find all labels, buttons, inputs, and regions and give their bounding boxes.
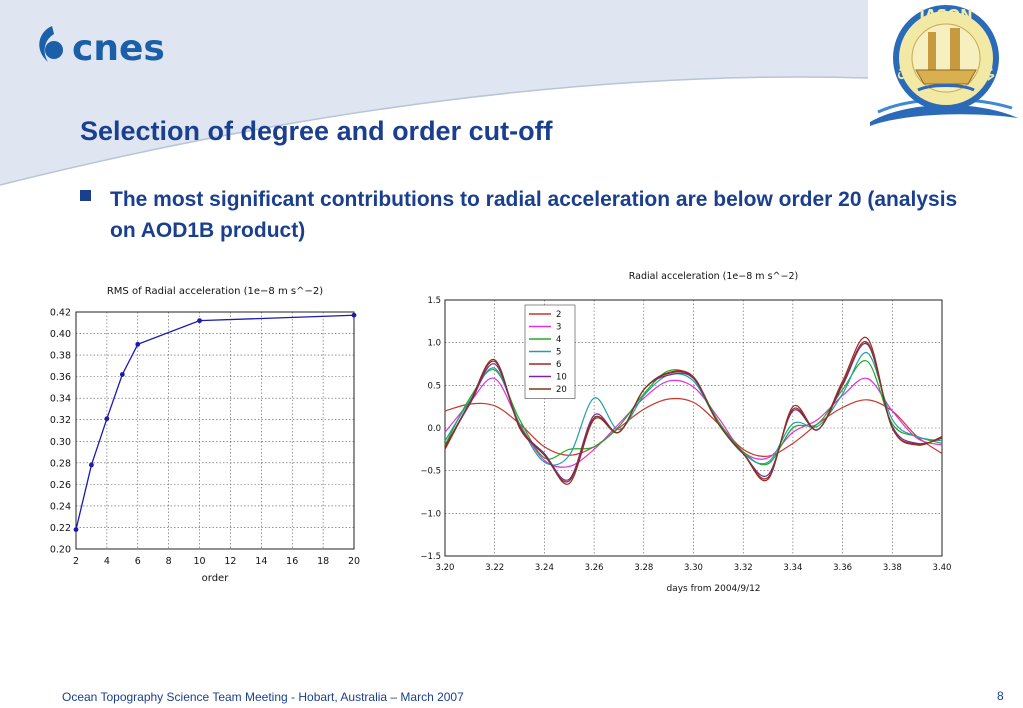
jason-logo-text: JASON: [918, 6, 972, 24]
bullet-square-icon: [80, 190, 91, 201]
x-tick-label: 3.40: [933, 563, 952, 573]
cnes-logo-text: cnes: [72, 28, 165, 69]
y-tick-label: 0.5: [427, 381, 441, 391]
x-tick-label: 3.28: [634, 563, 653, 573]
x-axis-label: days from 2004/9/12: [666, 584, 760, 594]
page-number: 8: [997, 689, 1004, 703]
legend-label: 10: [556, 373, 567, 383]
y-tick-label: 0.30: [50, 437, 71, 448]
x-tick-label: 8: [166, 556, 172, 567]
footer-text: Ocean Topography Science Team Meeting - …: [62, 690, 464, 704]
cnes-logo: cnes: [32, 22, 192, 70]
rms-chart: RMS of Radial acceleration (1e−8 m s^−2)…: [36, 278, 366, 588]
slide-title: Selection of degree and order cut-off: [80, 116, 553, 146]
y-tick-label: 0.36: [50, 372, 71, 383]
y-tick-label: 0.0: [427, 424, 441, 434]
legend-label: 20: [556, 385, 567, 395]
data-point: [104, 416, 110, 422]
legend-label: 4: [556, 335, 561, 345]
x-tick-label: 3.34: [783, 563, 802, 573]
y-tick-label: −1.5: [420, 552, 441, 562]
y-tick-label: 0.28: [50, 458, 71, 469]
series-line-20: [444, 341, 943, 483]
series-line-6: [444, 336, 943, 485]
y-tick-label: 0.38: [50, 351, 71, 362]
y-tick-label: 0.34: [50, 394, 71, 405]
y-tick-label: 0.42: [50, 308, 71, 319]
legend-label: 5: [556, 348, 561, 358]
x-tick-label: 6: [135, 556, 141, 567]
radial-acceleration-chart: Radial acceleration (1e−8 m s^−2) −1.5 −1.…: [415, 265, 963, 600]
y-tick-label: −0.5: [420, 467, 441, 477]
x-tick-label: 16: [286, 556, 298, 567]
data-point: [135, 341, 141, 347]
x-tick-label: 10: [194, 556, 206, 567]
x-tick-label: 3.36: [833, 563, 852, 573]
bullet-text: The most significant contributions to ra…: [110, 188, 958, 242]
y-tick-label: −1.0: [420, 509, 441, 519]
x-tick-label: 3.20: [436, 563, 455, 573]
x-axis-label: order: [202, 573, 230, 584]
x-tick-label: 12: [224, 556, 236, 567]
legend-label: 6: [556, 360, 561, 370]
y-tick-label: 0.22: [50, 523, 71, 534]
data-point: [89, 462, 94, 468]
x-tick-label: 3.26: [585, 563, 604, 573]
x-tick-label: 14: [255, 556, 267, 567]
x-tick-label: 18: [317, 556, 329, 567]
radial-acceleration-chart-svg: Radial acceleration (1e−8 m s^−2) −1.5 −1.…: [420, 271, 952, 594]
data-point: [351, 312, 357, 318]
y-tick-label: 1.0: [427, 339, 441, 349]
x-tick-label: 20: [348, 556, 360, 567]
y-tick-label: 1.5: [427, 296, 441, 306]
x-tick-label: 3.22: [485, 563, 504, 573]
x-tick-label: 3.24: [535, 563, 554, 573]
plot-frame: [75, 311, 355, 550]
legend-label: 2: [556, 310, 561, 320]
data-point: [197, 318, 202, 324]
legend-label: 3: [556, 323, 561, 333]
y-tick-label: 0.26: [50, 480, 71, 491]
data-point: [119, 372, 125, 377]
jason-logo: JASON CNES NASA: [868, 0, 1020, 130]
x-tick-label: 3.38: [883, 563, 902, 573]
chart-title: RMS of Radial acceleration (1e−8 m s^−2): [107, 286, 323, 297]
data-point: [73, 527, 79, 533]
y-tick-label: 0.20: [50, 545, 71, 556]
rms-chart-svg: RMS of Radial acceleration (1e−8 m s^−2)…: [50, 286, 360, 584]
series-line-2: [444, 397, 943, 457]
x-tick-label: 3.30: [684, 563, 703, 573]
y-tick-label: 0.40: [50, 329, 71, 340]
x-tick-label: 3.32: [734, 563, 753, 573]
series-line: [75, 314, 355, 530]
x-tick-label: 4: [104, 556, 110, 567]
y-tick-label: 0.24: [50, 501, 71, 512]
x-tick-label: 2: [73, 556, 79, 567]
chart-title: Radial acceleration (1e−8 m s^−2): [629, 271, 798, 282]
plot-frame: [444, 299, 943, 557]
y-tick-label: 0.32: [50, 415, 71, 426]
